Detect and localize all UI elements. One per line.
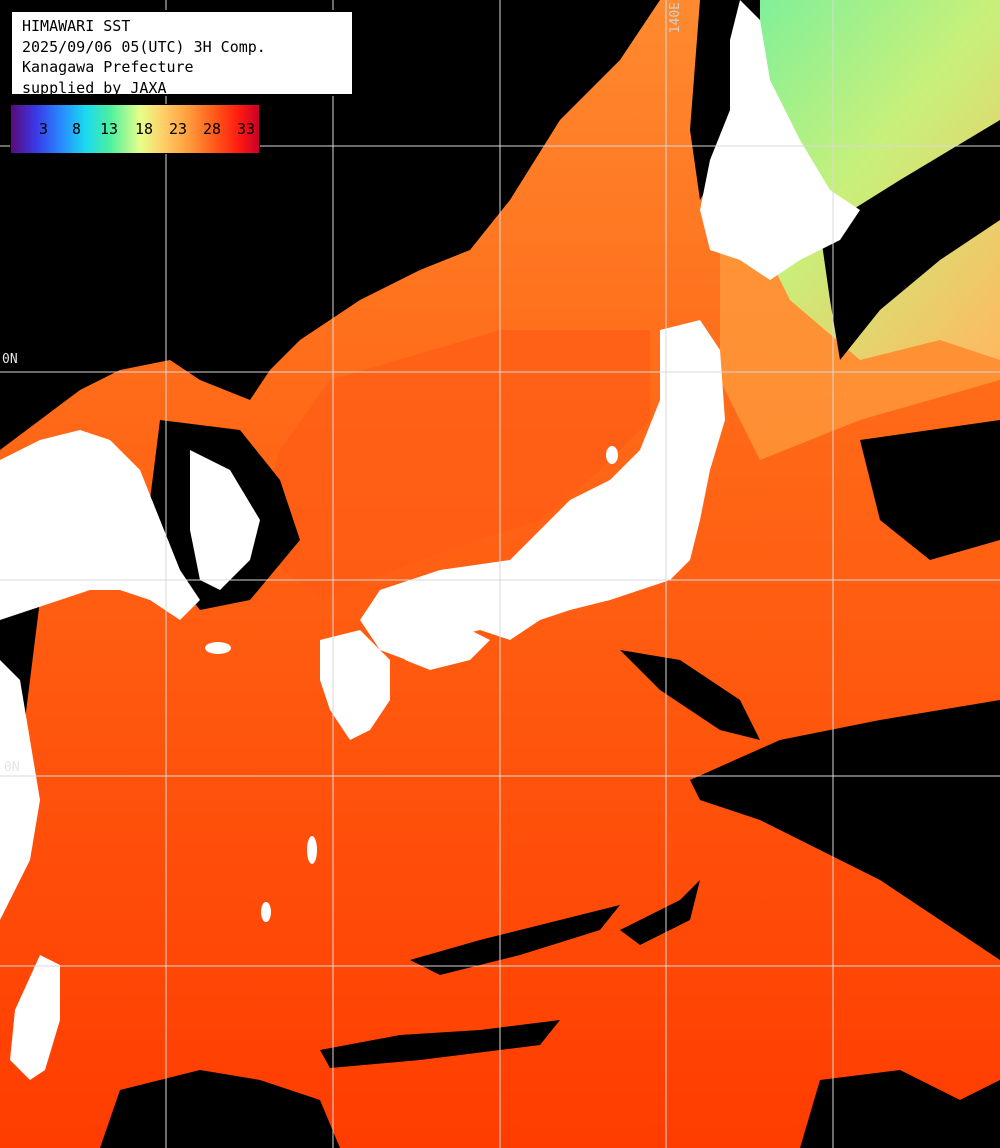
- northern-cloud-band: [820, 120, 1000, 360]
- east-cloud-cluster: [860, 420, 1000, 560]
- bottom-cloud-cluster: [100, 1070, 340, 1148]
- sea-of-japan-warm-water: [250, 330, 650, 600]
- asia-mainland-coast-land: [0, 430, 200, 620]
- korea-land: [190, 450, 260, 590]
- okinawa-island-land: [307, 836, 317, 864]
- legend-tick: 8: [72, 120, 82, 138]
- hokkaido-land: [700, 0, 860, 280]
- latitude-label-40n: 0N: [2, 352, 18, 367]
- south-cloud-streak-2: [620, 880, 700, 945]
- publisher-name: Kanagawa Prefecture: [22, 58, 194, 76]
- legend-tick: 28: [203, 120, 222, 138]
- legend-tick: 23: [169, 120, 188, 138]
- taiwan-land: [10, 955, 60, 1080]
- latitude-label-30n: 0N: [4, 760, 20, 775]
- china-south-coast-land: [0, 660, 40, 920]
- longitude-label-140e: 140E: [668, 2, 683, 34]
- bottom-right-cloud-cluster: [800, 1070, 1000, 1148]
- legend-tick: 13: [100, 120, 119, 138]
- legend-tick: 33: [237, 120, 256, 138]
- legend-tick: 18: [135, 120, 154, 138]
- map-title-box: HIMAWARI SST 2025/09/06 05(UTC) 3H Comp.…: [10, 10, 354, 97]
- amami-island-land: [261, 902, 271, 922]
- product-title: HIMAWARI SST: [22, 17, 131, 35]
- small-island-land: [401, 131, 419, 159]
- data-source: supplied by JAXA: [22, 78, 167, 97]
- southeast-cloud-band: [690, 700, 1000, 960]
- legend-tick: 3: [39, 120, 49, 138]
- observation-time: 2025/09/06 05(UTC) 3H Comp.: [22, 37, 266, 56]
- shikoku-land: [400, 625, 490, 670]
- kyushu-land: [320, 630, 390, 740]
- jeju-island-land: [205, 642, 231, 654]
- japan-honshu-land: [360, 320, 725, 665]
- south-cloud-streak-1: [410, 905, 620, 975]
- temperature-color-legend: 3 8 13 18 23 28 33: [10, 104, 260, 154]
- sado-island-land: [606, 446, 618, 464]
- central-east-cloud-streak: [620, 650, 760, 740]
